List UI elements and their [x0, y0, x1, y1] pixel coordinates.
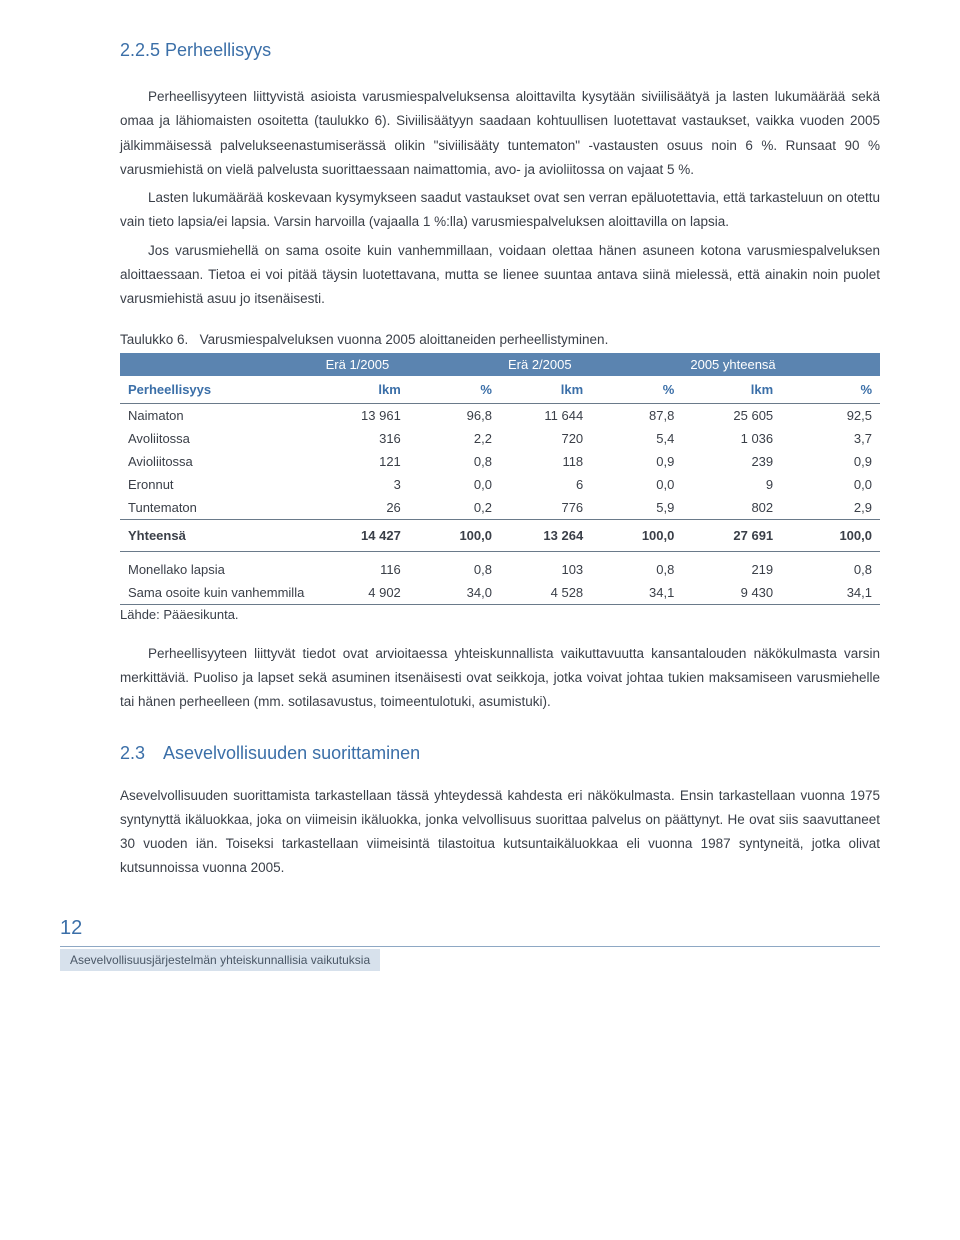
table-row: Avioliitossa 121 0,8 118 0,9 239 0,9: [120, 450, 880, 473]
cell: 92,5: [781, 403, 880, 427]
data-table: Erä 1/2005 Erä 2/2005 2005 yhteensä Perh…: [120, 353, 880, 605]
cell: 316: [318, 427, 409, 450]
cell: 6: [500, 473, 591, 496]
cell: 87,8: [591, 403, 682, 427]
cell: 25 605: [682, 403, 781, 427]
cell: 116: [318, 551, 409, 581]
row-label: Tuntematon: [120, 496, 318, 520]
row-label: Monellako lapsia: [120, 551, 318, 581]
cell: 11 644: [500, 403, 591, 427]
cell: 118: [500, 450, 591, 473]
table-caption-label: Taulukko 6.: [120, 332, 188, 347]
paragraph: Jos varusmiehellä on sama osoite kuin va…: [120, 239, 880, 312]
cell: 0,0: [781, 473, 880, 496]
column-group: Erä 1/2005: [318, 353, 500, 376]
cell: 34,1: [591, 581, 682, 605]
cell: 4 528: [500, 581, 591, 605]
paragraph: Lasten lukumäärää koskevaan kysymykseen …: [120, 186, 880, 235]
cell: 802: [682, 496, 781, 520]
table-row: Sama osoite kuin vanhemmilla 4 902 34,0 …: [120, 581, 880, 605]
cell: 13 961: [318, 403, 409, 427]
cell: 0,8: [409, 450, 500, 473]
cell: 100,0: [591, 519, 682, 551]
table-caption: Taulukko 6. Varusmiespalveluksen vuonna …: [120, 332, 880, 347]
cell: 0,8: [409, 551, 500, 581]
cell: 103: [500, 551, 591, 581]
row-label: Naimaton: [120, 403, 318, 427]
cell: 239: [682, 450, 781, 473]
cell: 0,0: [409, 473, 500, 496]
cell: 0,2: [409, 496, 500, 520]
cell: 776: [500, 496, 591, 520]
table-total-row: Yhteensä 14 427 100,0 13 264 100,0 27 69…: [120, 519, 880, 551]
cell: 0,9: [591, 450, 682, 473]
cell: 0,0: [591, 473, 682, 496]
column-header: %: [781, 376, 880, 404]
cell: 96,8: [409, 403, 500, 427]
cell: 34,1: [781, 581, 880, 605]
row-label: Eronnut: [120, 473, 318, 496]
table-source: Lähde: Pääesikunta.: [120, 607, 880, 622]
page-number: 12: [60, 917, 880, 940]
table-row: Tuntematon 26 0,2 776 5,9 802 2,9: [120, 496, 880, 520]
section-heading: 2.3 Asevelvollisuuden suorittaminen: [120, 743, 880, 764]
cell: 720: [500, 427, 591, 450]
table-header-groups: Erä 1/2005 Erä 2/2005 2005 yhteensä: [120, 353, 880, 376]
row-label: Yhteensä: [120, 519, 318, 551]
cell: 27 691: [682, 519, 781, 551]
cell: 4 902: [318, 581, 409, 605]
cell: 3,7: [781, 427, 880, 450]
cell: 14 427: [318, 519, 409, 551]
paragraph: Asevelvollisuuden suorittamista tarkaste…: [120, 784, 880, 881]
cell: 34,0: [409, 581, 500, 605]
cell: 100,0: [409, 519, 500, 551]
cell: 0,9: [781, 450, 880, 473]
cell: 0,8: [591, 551, 682, 581]
column-group: Erä 2/2005: [500, 353, 682, 376]
paragraph: Perheellisyyteen liittyvistä asioista va…: [120, 85, 880, 182]
paragraph: Perheellisyyteen liittyvät tiedot ovat a…: [120, 642, 880, 715]
cell: 3: [318, 473, 409, 496]
table-row: Monellako lapsia 116 0,8 103 0,8 219 0,8: [120, 551, 880, 581]
column-header: %: [591, 376, 682, 404]
row-label: Avioliitossa: [120, 450, 318, 473]
row-header-label: Perheellisyys: [120, 376, 318, 404]
cell: 219: [682, 551, 781, 581]
column-header: lkm: [318, 376, 409, 404]
cell: 100,0: [781, 519, 880, 551]
column-header: %: [409, 376, 500, 404]
cell: 5,9: [591, 496, 682, 520]
cell: 26: [318, 496, 409, 520]
table-row: Avoliitossa 316 2,2 720 5,4 1 036 3,7: [120, 427, 880, 450]
row-label: Avoliitossa: [120, 427, 318, 450]
page-footer: Asevelvollisuusjärjestelmän yhteiskunnal…: [60, 946, 880, 971]
column-header: lkm: [682, 376, 781, 404]
cell: 2,2: [409, 427, 500, 450]
cell: 9 430: [682, 581, 781, 605]
table-caption-text: Varusmiespalveluksen vuonna 2005 aloitta…: [200, 332, 609, 347]
cell: 0,8: [781, 551, 880, 581]
cell: 2,9: [781, 496, 880, 520]
cell: 13 264: [500, 519, 591, 551]
cell: 9: [682, 473, 781, 496]
cell: 1 036: [682, 427, 781, 450]
cell: 5,4: [591, 427, 682, 450]
column-group: 2005 yhteensä: [682, 353, 880, 376]
table-row: Naimaton 13 961 96,8 11 644 87,8 25 605 …: [120, 403, 880, 427]
row-label: Sama osoite kuin vanhemmilla: [120, 581, 318, 605]
column-header: lkm: [500, 376, 591, 404]
table-subheader: Perheellisyys lkm % lkm % lkm %: [120, 376, 880, 404]
footer-text: Asevelvollisuusjärjestelmän yhteiskunnal…: [60, 949, 380, 971]
cell: 121: [318, 450, 409, 473]
table-row: Eronnut 3 0,0 6 0,0 9 0,0: [120, 473, 880, 496]
section-heading: 2.2.5 Perheellisyys: [120, 40, 880, 61]
